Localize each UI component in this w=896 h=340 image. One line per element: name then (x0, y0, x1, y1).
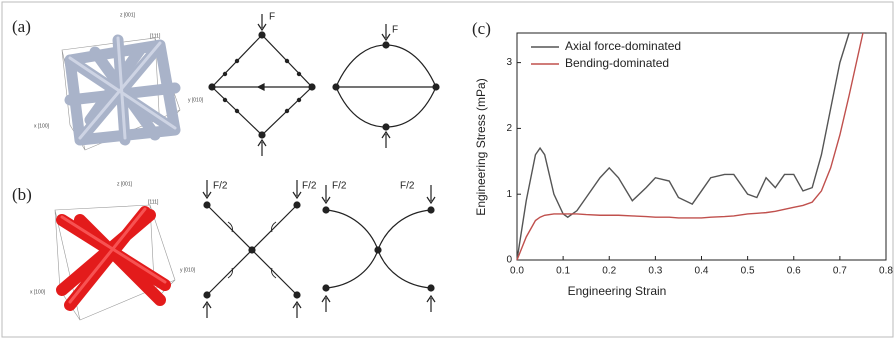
page: {"panel_labels": ["(a)", "(b)", "(c)"], … (0, 0, 896, 340)
panel-label: (c) (472, 19, 491, 38)
lattice-cube-a (62, 38, 180, 150)
panel-label: (a) (12, 17, 31, 36)
y-tick-label: 2 (506, 123, 512, 134)
bending-diagram (333, 24, 439, 148)
x-tick-label: 0.6 (787, 266, 801, 277)
force-label: F/2 (213, 181, 228, 192)
panel-label: (b) (12, 185, 32, 204)
y-tick-label: 1 (506, 189, 512, 200)
cube-axis-label: [111] (148, 199, 159, 205)
y-tick-label: 0 (506, 255, 512, 266)
cube-axis-label: z [001] (120, 12, 136, 18)
legend-label: Axial force-dominated (565, 39, 681, 53)
x-axis-title: Engineering Strain (568, 284, 667, 298)
cube-axis-label: y [010] (188, 97, 204, 103)
x-tick-label: 0.2 (602, 266, 616, 277)
y-tick-label: 3 (506, 57, 512, 68)
force-label: F/2 (302, 181, 317, 192)
x-tick-label: 0.7 (833, 266, 847, 277)
force-label: F (392, 25, 398, 36)
cube-axis-label: z [001] (117, 181, 133, 187)
x-tick-label: 0.0 (510, 266, 524, 277)
cube-axis-label: [111] (150, 33, 161, 39)
force-label: F/2 (332, 181, 347, 192)
cube-axis-label: y [010] (180, 267, 196, 273)
lattice-cube-b (55, 205, 175, 320)
truss-diagram (203, 180, 301, 318)
bending-diagram (322, 185, 435, 312)
force-label: F/2 (400, 181, 415, 192)
x-tick-label: 0.4 (695, 266, 709, 277)
cube-axis-label: x [100] (30, 289, 46, 295)
x-tick-label: 0.3 (648, 266, 662, 277)
cube-axis-label: x [100] (34, 123, 50, 129)
x-tick-label: 0.8 (879, 266, 893, 277)
x-tick-label: 0.1 (556, 266, 570, 277)
truss-diagram (209, 14, 315, 156)
figure: (a) (b) (c) z [001] [111] y [010] x [100… (0, 0, 896, 340)
y-axis-title: Engineering Stress (mPa) (474, 78, 488, 215)
legend-label: Bending-dominated (565, 56, 669, 70)
force-label: F (269, 12, 275, 23)
x-tick-label: 0.5 (741, 266, 755, 277)
